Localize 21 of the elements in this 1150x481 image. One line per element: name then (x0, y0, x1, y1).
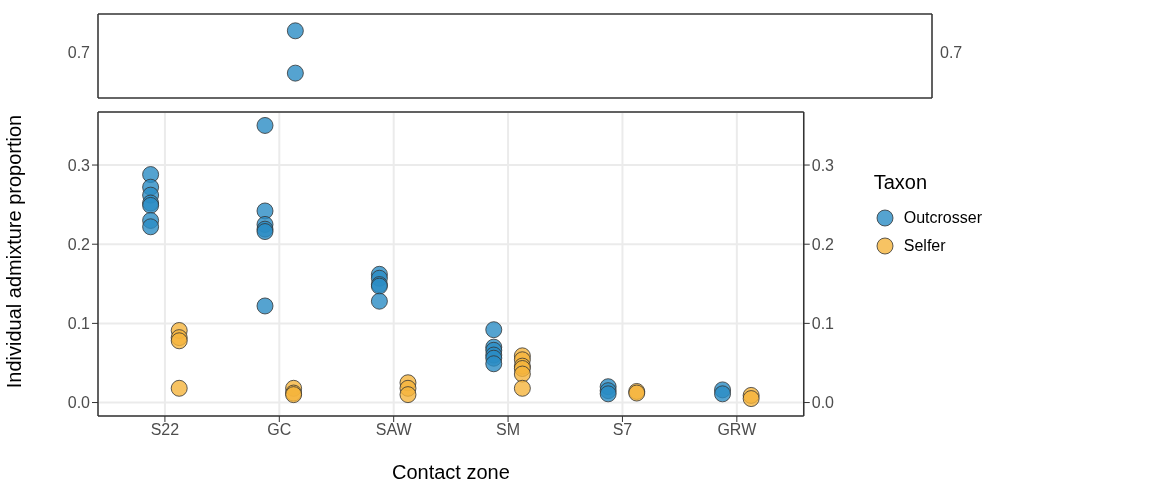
y-tick-label: 0.0 (67, 394, 91, 412)
x-tick-label: S22 (150, 421, 180, 439)
y2-tick-label: 0.3 (811, 156, 835, 174)
y-tick-label: 0.1 (67, 315, 91, 333)
x-tick-label: GC (267, 421, 292, 439)
y2-tick-label: 0.0 (811, 394, 835, 412)
x-tick-label: GRW (717, 421, 758, 439)
legend-title: Taxon (873, 171, 929, 194)
y2-tick-label: 0.1 (811, 315, 835, 333)
legend-label: Outcrosser (903, 209, 982, 227)
x-tick-label: SAW (375, 421, 413, 439)
y-axis-title: Individual admixture proportion (3, 114, 27, 388)
legend-label: Selfer (903, 237, 946, 255)
y-tick-label: 0.3 (67, 156, 91, 174)
x-tick-label: SM (496, 421, 521, 439)
y-tick-label: 0.2 (67, 235, 91, 253)
text: 0.7 (67, 43, 90, 64)
x-axis-title: Contact zone (391, 461, 510, 481)
y2-tick-label: 0.2 (811, 235, 835, 253)
x-tick-label: S7 (612, 421, 633, 439)
text: 0.7 (940, 43, 963, 64)
